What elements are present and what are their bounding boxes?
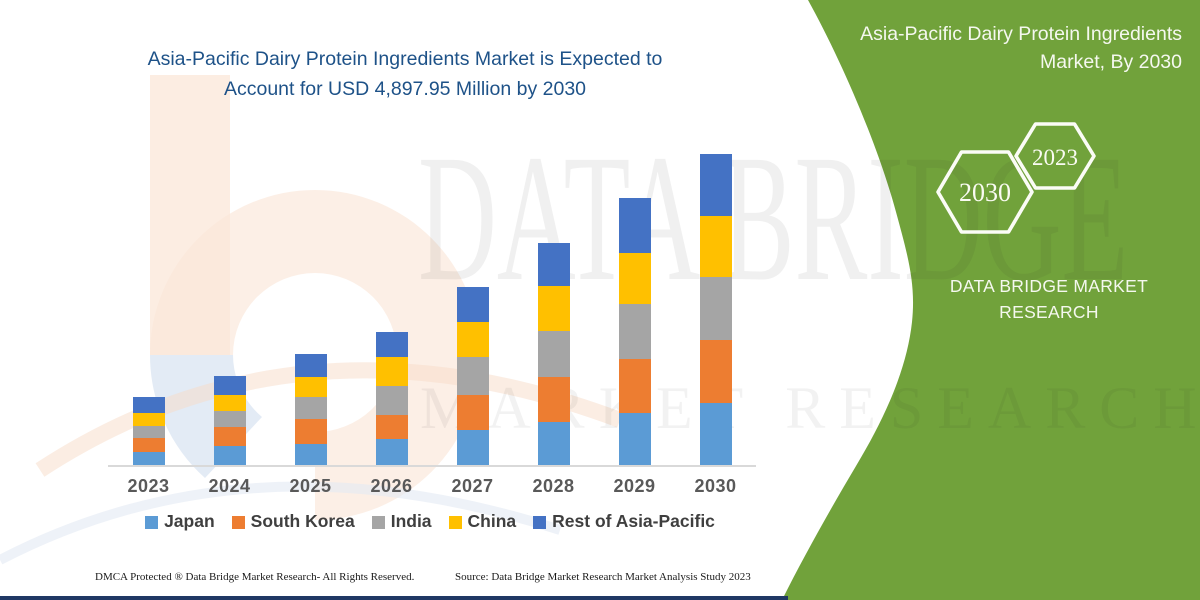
x-axis-label-2030: 2030: [694, 476, 737, 496]
x-axis-label-2025: 2025: [289, 476, 332, 496]
bar-segment-china: [456, 321, 489, 357]
hexagon-2030-label: 2030: [959, 178, 1011, 207]
bar-segment-china: [375, 356, 408, 387]
bar-segment-japan: [375, 439, 408, 465]
chart-title-line2: Account for USD 4,897.95 Million by 2030: [223, 78, 587, 101]
bar-2024: [189, 154, 270, 465]
x-axis-label-2026: 2026: [370, 476, 413, 496]
bar-segment-rest-of-asia-pacific: [375, 331, 408, 357]
bar-segment-south-korea: [375, 415, 408, 440]
bar-segment-japan: [618, 412, 651, 465]
legend-item-south-korea: South Korea: [231, 511, 355, 532]
bar-2028: [513, 154, 594, 465]
bar-segment-japan: [294, 444, 327, 465]
brand-name: DATA BRIDGE MARKET RESEARCH: [943, 273, 1155, 326]
legend-item-japan: Japan: [145, 511, 215, 532]
bar-segment-south-korea: [456, 395, 489, 430]
legend-label-japan: Japan: [164, 511, 215, 531]
chart-title-line1: Asia-Pacific Dairy Protein Ingredients M…: [147, 48, 663, 70]
bar-segment-india: [213, 411, 246, 427]
bar-segment-japan: [213, 446, 246, 465]
footer-source: Source: Data Bridge Market Research Mark…: [455, 571, 751, 583]
x-axis-labels: 2023 2024 2025 2026 2027 2028 2029 2030: [108, 476, 756, 497]
bar-segment-china: [213, 395, 246, 411]
legend-item-india: India: [371, 511, 432, 532]
hexagon-2030-shape: [936, 150, 1034, 234]
bar-2025: [270, 154, 351, 465]
bar-2029: [594, 154, 675, 465]
x-axis-label-2028: 2028: [532, 476, 575, 496]
brand-line1: DATA BRIDGE MARKET: [949, 276, 1149, 296]
legend-label-china: China: [467, 511, 517, 531]
bar-segment-south-korea: [618, 359, 651, 413]
hexagon-2023-label: 2023: [1032, 145, 1078, 170]
bar-2023: [108, 154, 189, 465]
bar-segment-japan: [456, 430, 489, 465]
legend-label-rest-of-asia-pacific: Rest of Asia-Pacific: [552, 511, 715, 531]
bar-segment-china: [294, 376, 327, 397]
bar-segment-south-korea: [294, 419, 327, 445]
bar-2026: [351, 154, 432, 465]
bar-segment-japan: [537, 421, 570, 465]
forecast-hexagons: 2030 2023: [936, 122, 1096, 234]
bottom-accent-bar: [0, 596, 788, 600]
bar-segment-china: [537, 285, 570, 331]
bar-segment-rest-of-asia-pacific: [294, 354, 327, 377]
bar-segment-india: [456, 356, 489, 395]
legend-label-south-korea: South Korea: [250, 511, 355, 531]
legend-item-china: China: [448, 511, 517, 532]
bar-segment-china: [132, 412, 165, 426]
side-panel-shape: [782, 0, 1200, 600]
legend-swatch-india: [371, 516, 385, 529]
bar-2027: [432, 154, 513, 465]
bar-chart: [108, 154, 756, 467]
legend-label-india: India: [390, 511, 432, 531]
bar-segment-india: [294, 396, 327, 420]
bar-segment-india: [375, 386, 408, 416]
bar-segment-rest-of-asia-pacific: [213, 376, 246, 395]
bar-segment-china: [699, 216, 732, 277]
x-axis-label-2024: 2024: [208, 476, 251, 496]
bar-segment-rest-of-asia-pacific: [699, 154, 732, 217]
hexagon-2023-shape: [1014, 122, 1096, 190]
bar-segment-rest-of-asia-pacific: [456, 286, 489, 322]
side-panel-title: Asia-Pacific Dairy Protein Ingredients M…: [860, 23, 1182, 74]
bar-segment-south-korea: [213, 427, 246, 446]
legend-swatch-rest-of-asia-pacific: [533, 516, 547, 529]
legend-item-rest-of-asia-pacific: Rest of Asia-Pacific: [533, 511, 715, 532]
bar-segment-india: [618, 304, 651, 360]
bar-segment-rest-of-asia-pacific: [537, 243, 570, 286]
bar-segment-south-korea: [132, 438, 165, 453]
legend-swatch-japan: [145, 516, 159, 529]
bar-segment-india: [537, 330, 570, 377]
bar-segment-rest-of-asia-pacific: [618, 197, 651, 253]
chart-title: Asia-Pacific Dairy Protein Ingredients M…: [100, 44, 710, 104]
legend-swatch-china: [448, 516, 462, 529]
bar-segment-china: [618, 252, 651, 305]
legend-swatch-south-korea: [231, 516, 245, 529]
bar-segment-japan: [132, 452, 165, 465]
bar-2030: [675, 154, 756, 465]
bar-segment-india: [699, 276, 732, 341]
footer-copyright: DMCA Protected ® Data Bridge Market Rese…: [95, 571, 415, 583]
x-axis-label-2023: 2023: [127, 476, 170, 496]
brand-line2: RESEARCH: [999, 302, 1099, 323]
bar-segment-india: [132, 425, 165, 439]
x-axis-label-2029: 2029: [613, 476, 656, 496]
chart-legend: Japan South Korea India China Rest of Asia-P…: [100, 511, 760, 532]
bar-segment-rest-of-asia-pacific: [132, 397, 165, 413]
bar-segment-south-korea: [537, 376, 570, 422]
bar-segment-japan: [699, 403, 732, 465]
x-axis-label-2027: 2027: [451, 476, 494, 496]
bar-segment-south-korea: [699, 340, 732, 404]
